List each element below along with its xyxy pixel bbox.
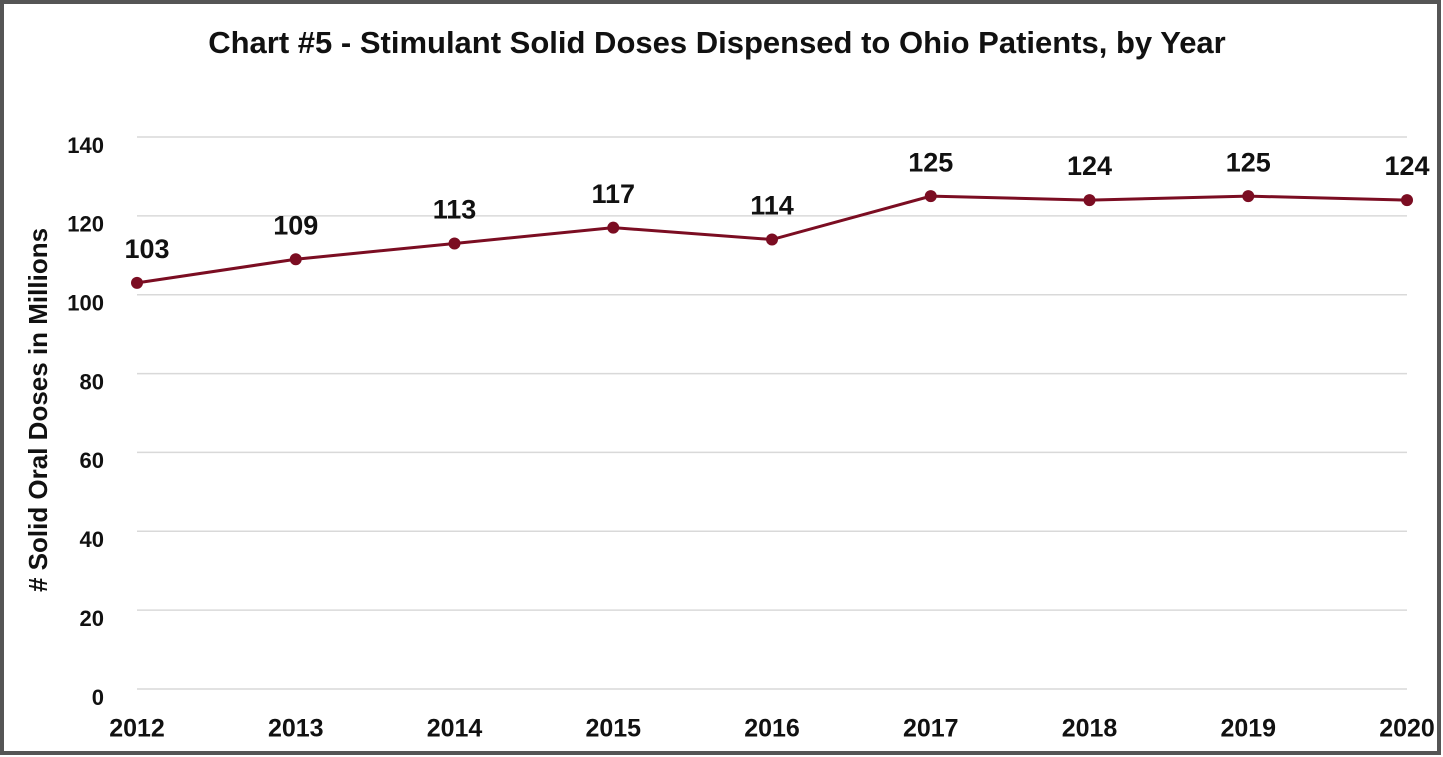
x-tick-label: 2019 <box>1220 715 1276 743</box>
x-tick-label: 2012 <box>109 715 165 743</box>
point <box>289 253 302 266</box>
data-label: 113 <box>433 195 477 225</box>
data-label: 125 <box>908 147 953 177</box>
x-tick-label: 2016 <box>744 715 800 743</box>
chart-title: Chart #5 - Stimulant Solid Doses Dispens… <box>208 25 1226 60</box>
y-tick-label: 0 <box>92 685 104 710</box>
data-label: 117 <box>591 179 635 209</box>
x-tick-label: 2014 <box>427 715 483 743</box>
point <box>1401 194 1413 207</box>
data-label: 125 <box>1226 147 1271 177</box>
x-tick-label: 2018 <box>1062 715 1118 743</box>
point <box>766 233 778 246</box>
point <box>448 237 461 250</box>
y-tick-label: 100 <box>67 291 104 316</box>
y-tick-label: 60 <box>80 448 104 473</box>
point <box>131 276 143 289</box>
point <box>1242 190 1255 203</box>
data-label: 103 <box>124 234 169 264</box>
x-tick-label: 2017 <box>903 715 959 743</box>
y-tick-label: 20 <box>80 606 104 631</box>
data-label: 114 <box>750 191 794 221</box>
x-tick-label: 2020 <box>1379 715 1435 743</box>
point <box>607 221 620 234</box>
y-tick-label: 80 <box>80 369 104 394</box>
data-label: 124 <box>1067 151 1112 181</box>
y-tick-label: 140 <box>67 133 104 158</box>
y-tick-label: 120 <box>67 212 104 237</box>
point <box>1083 194 1096 207</box>
point <box>924 190 937 203</box>
data-label: 124 <box>1384 151 1429 181</box>
y-tick-label: 40 <box>80 527 104 552</box>
y-axis-label: # Solid Oral Doses in Millions <box>23 228 53 592</box>
x-tick-label: 2015 <box>585 715 641 743</box>
x-tick-label: 2013 <box>268 715 324 743</box>
data-label: 109 <box>273 210 318 240</box>
